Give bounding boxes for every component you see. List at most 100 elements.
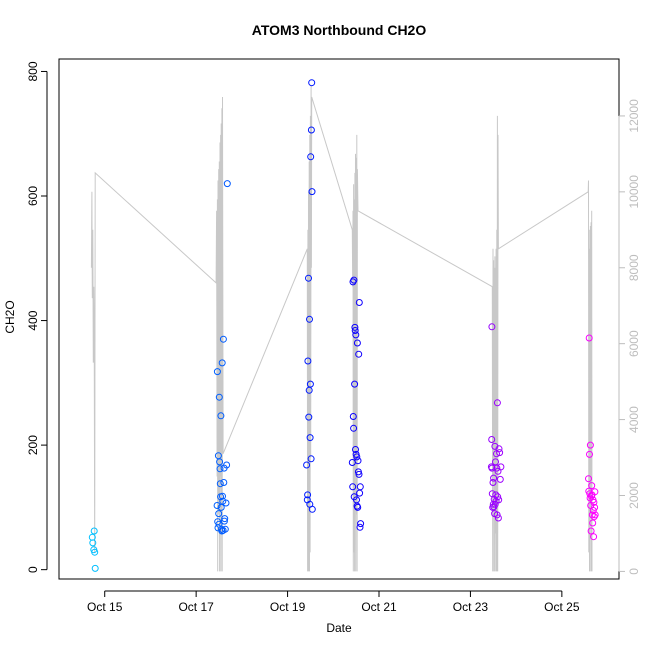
data-point bbox=[586, 450, 593, 458]
x-tick-label: Oct 25 bbox=[544, 600, 580, 614]
data-point bbox=[304, 491, 312, 499]
data-point bbox=[493, 399, 501, 407]
data-point bbox=[591, 503, 599, 511]
data-point bbox=[589, 519, 597, 527]
x-tick-label: Oct 17 bbox=[178, 600, 214, 614]
data-point bbox=[91, 548, 99, 556]
data-point bbox=[219, 492, 226, 500]
plot-frame bbox=[58, 58, 620, 580]
data-point bbox=[488, 436, 496, 443]
data-point bbox=[585, 475, 592, 483]
x-tick-label: Oct 19 bbox=[270, 600, 306, 614]
data-point bbox=[356, 483, 364, 491]
data-point bbox=[217, 503, 225, 511]
data-point bbox=[590, 498, 598, 506]
data-point bbox=[585, 334, 593, 342]
y-tick-label: 800 bbox=[26, 61, 40, 81]
data-point bbox=[353, 453, 361, 461]
data-point bbox=[493, 464, 501, 472]
data-point bbox=[308, 505, 316, 513]
data-point bbox=[590, 533, 598, 541]
data-point bbox=[223, 461, 231, 469]
data-point bbox=[307, 126, 315, 134]
data-point bbox=[219, 335, 227, 343]
y-tick-label: 0 bbox=[26, 566, 40, 573]
data-point bbox=[591, 488, 599, 496]
y2-tick-label: 8000 bbox=[627, 254, 641, 281]
data-point bbox=[213, 502, 221, 509]
data-point bbox=[305, 413, 313, 421]
data-point bbox=[308, 188, 316, 196]
data-point bbox=[588, 482, 596, 490]
data-point bbox=[220, 517, 228, 525]
data-point bbox=[216, 465, 224, 473]
data-point bbox=[216, 480, 224, 488]
data-point bbox=[215, 510, 223, 518]
data-point bbox=[217, 412, 225, 420]
data-point bbox=[355, 299, 363, 306]
altitude-line bbox=[90, 85, 593, 572]
data-point bbox=[355, 470, 363, 478]
data-point bbox=[304, 357, 312, 365]
data-point bbox=[591, 511, 599, 519]
data-point bbox=[350, 276, 358, 284]
data-point bbox=[497, 463, 505, 471]
data-point bbox=[223, 180, 231, 188]
data-point bbox=[494, 514, 502, 522]
data-point bbox=[216, 458, 224, 466]
data-point bbox=[350, 424, 358, 432]
data-point bbox=[218, 359, 226, 367]
data-point bbox=[354, 503, 362, 511]
y2-tick-label: 12000 bbox=[627, 99, 641, 133]
data-point bbox=[351, 327, 359, 334]
data-point bbox=[221, 515, 229, 523]
data-point bbox=[495, 445, 503, 453]
data-point bbox=[220, 479, 228, 486]
data-point bbox=[307, 455, 315, 463]
data-point bbox=[306, 434, 314, 442]
data-point bbox=[353, 339, 361, 347]
data-point bbox=[490, 474, 498, 482]
data-point bbox=[355, 350, 363, 358]
y-tick-label: 600 bbox=[26, 186, 40, 206]
data-point bbox=[351, 380, 359, 388]
data-point bbox=[496, 475, 504, 483]
data-point bbox=[356, 523, 364, 531]
data-point bbox=[357, 520, 365, 528]
data-point bbox=[305, 274, 312, 282]
y-tick-label: 200 bbox=[26, 435, 40, 455]
y2-tick-label: 2000 bbox=[627, 482, 641, 509]
data-point bbox=[306, 380, 314, 388]
data-point bbox=[587, 527, 595, 535]
data-point bbox=[354, 457, 362, 465]
data-point bbox=[349, 413, 357, 420]
chart-title: ATOM3 Northbound CH2O bbox=[252, 22, 427, 38]
data-point bbox=[495, 496, 503, 504]
data-point bbox=[586, 441, 594, 449]
y2-tick-label: 4000 bbox=[627, 406, 641, 433]
data-point bbox=[352, 446, 359, 453]
data-point bbox=[349, 483, 357, 491]
data-point bbox=[90, 527, 98, 535]
y-tick-label: 400 bbox=[26, 310, 40, 330]
x-tick-label: Oct 23 bbox=[453, 600, 489, 614]
chart-marks: Oct 15 Oct 17 Oct 19 Oct 21 Oct 23 Oct 25 0 200… bbox=[26, 61, 641, 614]
data-point bbox=[496, 449, 504, 457]
data-point bbox=[221, 525, 229, 533]
data-point bbox=[488, 323, 496, 331]
data-point bbox=[307, 153, 315, 161]
data-point bbox=[351, 323, 359, 331]
data-point bbox=[488, 464, 496, 472]
data-point bbox=[91, 564, 99, 572]
x-tick-label: Oct 15 bbox=[87, 600, 123, 614]
x-axis-label: Date bbox=[326, 621, 352, 635]
data-point bbox=[352, 331, 360, 339]
data-point bbox=[213, 368, 221, 376]
data-point bbox=[493, 511, 501, 519]
data-point bbox=[215, 393, 223, 401]
data-point bbox=[89, 539, 97, 547]
y2-tick-label: 10000 bbox=[627, 175, 641, 209]
y-axis-label: CH2O bbox=[3, 300, 17, 333]
